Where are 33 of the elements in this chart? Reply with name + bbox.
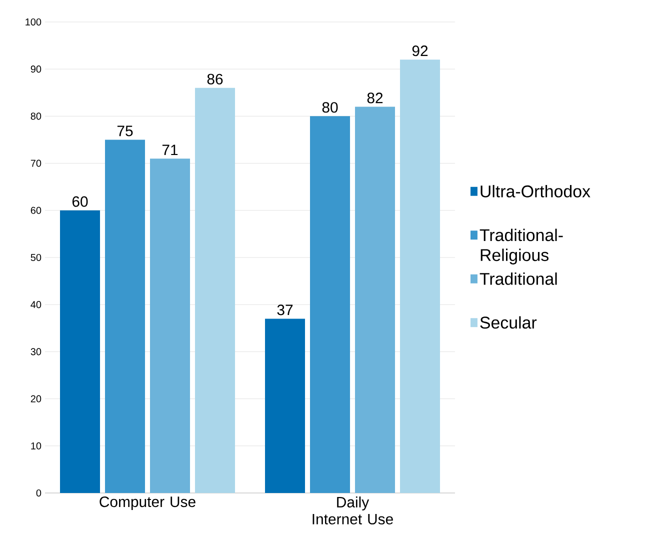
bar (310, 116, 350, 493)
y-tick-label: 0 (36, 489, 42, 497)
data-label: 75 (117, 126, 133, 136)
data-label: 60 (72, 196, 88, 207)
bar (60, 210, 100, 493)
data-label: 37 (277, 304, 293, 316)
data-label: 86 (207, 74, 223, 84)
x-tick-label: Computer Use (100, 496, 196, 510)
y-tick-label: 20 (30, 395, 42, 402)
bar (150, 158, 190, 493)
legend-label: Ultra-Orthodox (480, 184, 590, 198)
legend-label: Traditional (480, 272, 557, 285)
y-tick-label: 40 (30, 301, 42, 308)
y-tick-label: 90 (30, 66, 42, 73)
bar (195, 88, 236, 493)
bar (355, 106, 396, 493)
bar (105, 140, 146, 493)
y-tick-label: 100 (26, 18, 42, 26)
y-tick-label: 60 (30, 206, 42, 214)
y-tick-label: 80 (30, 112, 42, 120)
data-label: 82 (367, 92, 383, 104)
data-label: 71 (162, 144, 178, 156)
y-tick-label: 10 (31, 442, 42, 450)
data-label: 80 (322, 102, 338, 113)
y-tick-label: 70 (30, 160, 42, 167)
y-tick-label: 50 (30, 254, 42, 262)
legend-label: Traditional-Religious (480, 228, 563, 264)
bar (400, 60, 440, 493)
x-tick-label: Daily Internet Use (312, 496, 393, 524)
bar (265, 318, 306, 493)
y-tick-label: 30 (30, 348, 42, 356)
data-label: 92 (412, 46, 428, 56)
legend-label: Secular (480, 316, 537, 329)
